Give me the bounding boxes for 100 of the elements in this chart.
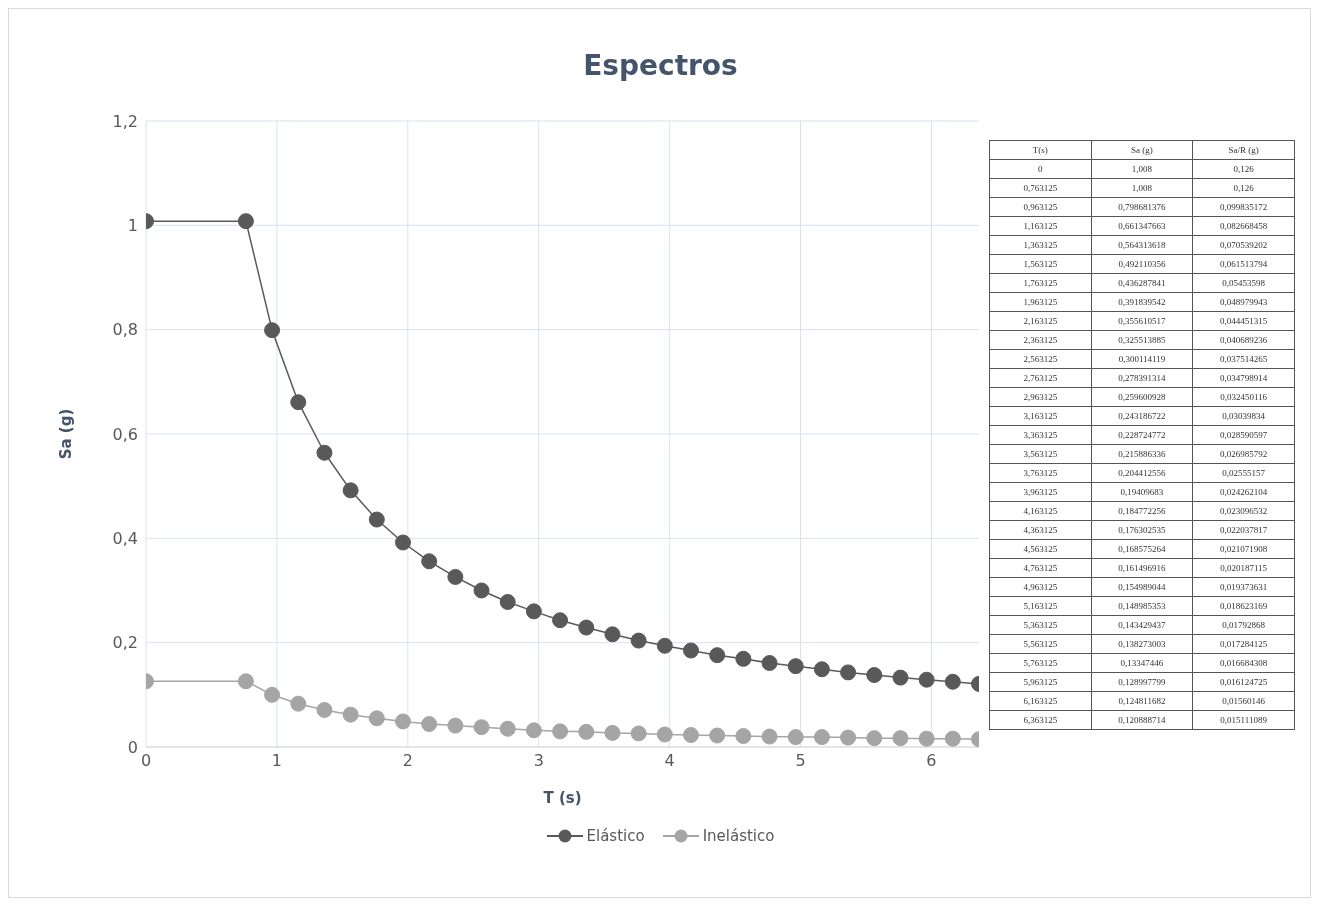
point [735, 650, 752, 667]
point [656, 637, 673, 654]
text: 0,015111089 [1192, 710, 1295, 730]
y-axis-title: Sa (g) [57, 408, 76, 460]
text: 0,037514265 [1192, 349, 1295, 369]
text: 0,243186722 [1091, 406, 1193, 426]
text: 4,763125 [989, 558, 1092, 578]
point [552, 612, 569, 629]
text: 0,564313618 [1091, 235, 1193, 255]
point [683, 642, 699, 659]
point [866, 730, 883, 747]
point [604, 724, 621, 741]
point [683, 727, 699, 743]
point [840, 729, 857, 746]
point [787, 729, 804, 746]
text: 0,048979943 [1192, 292, 1295, 312]
text: 0,19409683 [1091, 482, 1193, 502]
text: 1,008 [1091, 159, 1193, 179]
point [499, 720, 516, 737]
point [421, 553, 438, 570]
point [525, 603, 542, 620]
text: 0,259600928 [1091, 387, 1193, 407]
point [735, 728, 752, 745]
text: 0,020187115 [1192, 558, 1295, 578]
point [944, 730, 961, 747]
point [578, 723, 595, 740]
text: 1,008 [1091, 178, 1193, 198]
point [499, 593, 516, 610]
text: 6,363125 [989, 710, 1092, 730]
y-tick-label: 0,2 [112, 633, 138, 653]
text: 3,763125 [989, 463, 1092, 483]
text: 0,040689236 [1192, 330, 1295, 350]
text: 0,016684308 [1192, 653, 1295, 673]
text: 5,563125 [989, 634, 1092, 654]
text: 0,143429437 [1091, 615, 1193, 635]
text: 0,391839542 [1091, 292, 1193, 312]
text: 0,204412556 [1091, 463, 1193, 483]
text: 0,161496916 [1091, 558, 1193, 578]
x-tick-label: 2 [402, 751, 413, 771]
text: 1,563125 [989, 254, 1092, 274]
text: 2,763125 [989, 368, 1092, 388]
point [316, 444, 333, 461]
text: 0,798681376 [1091, 197, 1193, 217]
text: 0,325513885 [1091, 330, 1193, 350]
text: 0,148985353 [1091, 596, 1193, 616]
text: 0,034798914 [1192, 368, 1295, 388]
text: 0,184772256 [1091, 501, 1193, 521]
text: 0,300114119 [1091, 349, 1193, 369]
text: 0,176302535 [1091, 520, 1193, 540]
text: 0,082668458 [1192, 216, 1295, 236]
text: 4,563125 [989, 539, 1092, 559]
text: 0,021071908 [1192, 539, 1295, 559]
x-axis-title: T (s) [543, 789, 582, 807]
point [918, 671, 935, 688]
text: 0,070539202 [1192, 235, 1295, 255]
text: 0,099835172 [1192, 197, 1295, 217]
text: 4,163125 [989, 501, 1092, 521]
text: 4,963125 [989, 577, 1092, 597]
text: 0,044451315 [1192, 311, 1295, 331]
point [944, 673, 961, 690]
point [447, 717, 464, 734]
text: 0,061513794 [1192, 254, 1295, 274]
text: 3,363125 [989, 425, 1092, 445]
point [918, 730, 935, 747]
legend-label: Inelástico [702, 827, 775, 845]
point [316, 701, 333, 718]
text: 0,215886336 [1091, 444, 1193, 464]
point [630, 632, 647, 649]
y-tick-label: 0,8 [112, 320, 138, 340]
text: 0,124811682 [1091, 691, 1193, 711]
point [761, 728, 778, 745]
point [394, 713, 411, 730]
text: 0,022037817 [1192, 520, 1295, 540]
text: 0,492110356 [1091, 254, 1193, 274]
text: 0,278391314 [1091, 368, 1193, 388]
legend-label: Elástico [586, 827, 645, 845]
x-tick-label: 4 [664, 751, 675, 771]
x-tick-label: 6 [926, 751, 937, 771]
text: Sa (g) [1091, 140, 1193, 160]
text: 0,963125 [989, 197, 1092, 217]
point [892, 669, 909, 686]
text: 3,563125 [989, 444, 1092, 464]
text: 5,763125 [989, 653, 1092, 673]
point [290, 394, 307, 411]
point [368, 710, 385, 727]
text: 0,026985792 [1192, 444, 1295, 464]
text: 0,763125 [989, 178, 1092, 198]
text: 1,163125 [989, 216, 1092, 236]
text: 0,017284125 [1192, 634, 1295, 654]
point [840, 664, 857, 681]
point [342, 482, 359, 499]
text: 0,016124725 [1192, 672, 1295, 692]
text: 0,02555157 [1192, 463, 1295, 483]
chart-title: Espectros [582, 49, 739, 82]
point [394, 534, 411, 551]
text: 0,128997799 [1091, 672, 1193, 692]
text: 1,763125 [989, 273, 1092, 293]
text: 0,01560146 [1192, 691, 1295, 711]
point [709, 647, 726, 664]
y-tick-label: 1,2 [112, 111, 138, 131]
